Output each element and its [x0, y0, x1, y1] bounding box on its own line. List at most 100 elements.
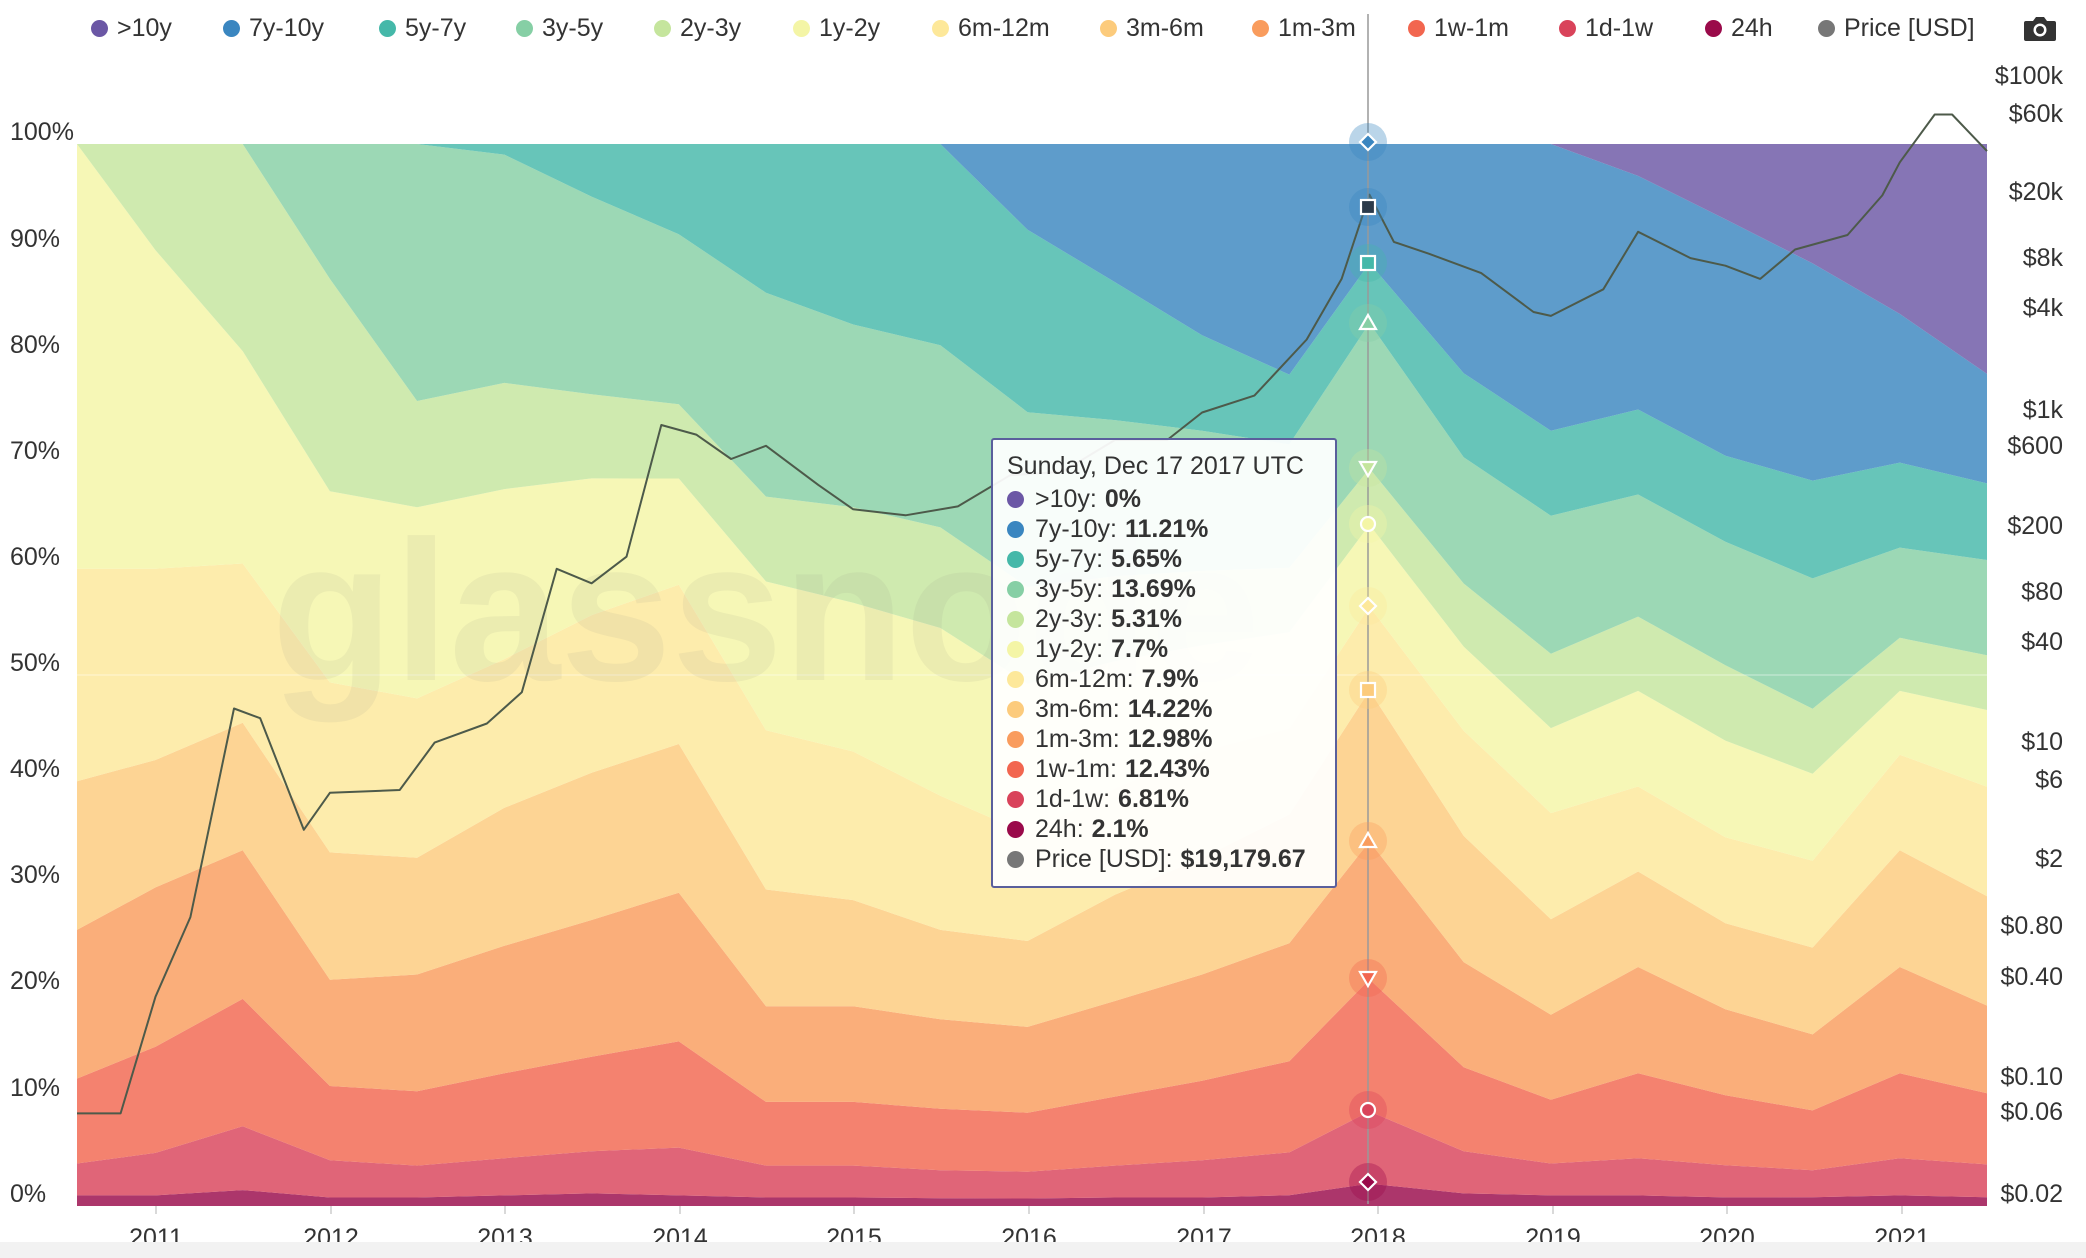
- legend-label: Price [USD]: [1844, 14, 1975, 42]
- hover-marker: [1349, 959, 1387, 997]
- hover-marker: [1349, 1091, 1387, 1129]
- tooltip-dot-icon: [1007, 700, 1024, 718]
- legend-item[interactable]: 1m-3m: [1252, 14, 1356, 43]
- legend-dot-icon: [1408, 20, 1425, 37]
- legend-dot-icon: [1100, 20, 1117, 37]
- legend-dot-icon: [516, 20, 533, 37]
- tooltip-row: 24h: 2.1%: [1007, 814, 1335, 844]
- y-tick-label: 100%: [10, 118, 74, 146]
- price-tick-label: $600: [2007, 432, 2063, 460]
- legend-item[interactable]: >10y: [91, 14, 172, 43]
- tooltip-dot-icon: [1007, 670, 1024, 688]
- legend-dot-icon: [1252, 20, 1269, 37]
- tooltip-dot-icon: [1007, 490, 1024, 508]
- tooltip-row-name: 7y-10y:: [1035, 514, 1117, 543]
- hover-marker: [1349, 449, 1387, 487]
- price-tick-label: $0.80: [2000, 912, 2063, 940]
- legend-item[interactable]: 3m-6m: [1100, 14, 1204, 43]
- legend-item[interactable]: 3y-5y: [516, 14, 603, 43]
- tooltip-row-value: 13.69%: [1111, 574, 1196, 603]
- tooltip-row: 5y-7y: 5.65%: [1007, 544, 1335, 574]
- legend-dot-icon: [91, 20, 108, 37]
- legend-dot-icon: [1818, 20, 1835, 37]
- tooltip-row-value: 7.7%: [1111, 634, 1169, 663]
- y-tick-label: 40%: [10, 755, 60, 783]
- legend-label: 3y-5y: [542, 14, 604, 42]
- tooltip-row-value: 12.98%: [1127, 724, 1213, 753]
- legend-label: 1m-3m: [1278, 14, 1356, 42]
- y-tick-label: 20%: [10, 967, 60, 995]
- legend-item[interactable]: 2y-3y: [654, 14, 741, 43]
- hover-marker: [1349, 1163, 1387, 1201]
- legend-dot-icon: [223, 20, 240, 37]
- y-tick-label: 30%: [10, 861, 60, 889]
- price-tick-label: $4k: [2023, 294, 2064, 322]
- band-6m-12m: [77, 563, 1987, 948]
- price-tick-label: $60k: [2009, 100, 2064, 128]
- legend-label: 7y-10y: [249, 14, 325, 42]
- tooltip-row: 1d-1w: 6.81%: [1007, 784, 1335, 814]
- hover-marker: [1349, 123, 1387, 161]
- legend-item[interactable]: 5y-7y: [379, 14, 466, 43]
- tooltip-row: 1m-3m: 12.98%: [1007, 724, 1335, 754]
- price-tick-label: $8k: [2023, 244, 2064, 272]
- price-tick-label: $0.40: [2000, 963, 2063, 991]
- hover-marker: [1349, 244, 1387, 282]
- tooltip-row: 3y-5y: 13.69%: [1007, 574, 1335, 604]
- tooltip-dot-icon: [1007, 850, 1024, 868]
- tooltip-row-name: 1m-3m:: [1035, 724, 1120, 753]
- tooltip: Sunday, Dec 17 2017 UTC >10y: 0% 7y-10y: 11…: [991, 438, 1337, 888]
- tooltip-row-value: $19,179.67: [1180, 844, 1306, 873]
- y-axis-left: 0% 10% 20% 30% 40% 50% 60% 70% 80% 90% 100%: [10, 118, 74, 1208]
- legend-label: 2y-3y: [680, 14, 742, 42]
- price-tick-label: $0.02: [2000, 1180, 2063, 1208]
- legend-item[interactable]: 6m-12m: [932, 14, 1050, 43]
- tooltip-row: 1w-1m: 12.43%: [1007, 754, 1335, 784]
- y-tick-label: 80%: [10, 331, 60, 359]
- price-tick-label: $200: [2007, 512, 2063, 540]
- y-tick-label: 70%: [10, 437, 60, 465]
- hover-marker: [1349, 188, 1387, 226]
- legend-item[interactable]: 1y-2y: [793, 14, 880, 43]
- legend-dot-icon: [1559, 20, 1576, 37]
- tooltip-row-value: 7.9%: [1141, 664, 1199, 693]
- tooltip-row: 6m-12m: 7.9%: [1007, 664, 1335, 694]
- legend-label: 24h: [1731, 14, 1773, 42]
- legend-item[interactable]: 24h: [1705, 14, 1773, 43]
- hover-marker: [1349, 822, 1387, 860]
- tooltip-row-value: 6.81%: [1118, 784, 1189, 813]
- legend-label: >10y: [117, 14, 172, 42]
- tooltip-dot-icon: [1007, 610, 1024, 628]
- tooltip-row-name: 3y-5y:: [1035, 574, 1104, 603]
- tooltip-row-value: 12.43%: [1124, 754, 1210, 783]
- tooltip-row-value: 2.1%: [1091, 814, 1149, 843]
- tooltip-dot-icon: [1007, 820, 1024, 838]
- tooltip-row-name: 24h:: [1035, 814, 1084, 843]
- legend-dot-icon: [379, 20, 396, 37]
- band-24h: [77, 1183, 1987, 1206]
- hover-markers-layer: [1349, 123, 1387, 1201]
- band-1d-1w: [77, 1111, 1987, 1199]
- legend-item[interactable]: 7y-10y: [223, 14, 324, 43]
- legend-item[interactable]: Price [USD]: [1818, 14, 1975, 43]
- price-tick-label: $0.10: [2000, 1063, 2063, 1091]
- y-axis-right: $0.02 $0.06 $0.10 $0.40 $0.80 $2 $6 $10 $40 $80 $2…: [1995, 62, 2064, 1208]
- tooltip-row-name: 1y-2y:: [1035, 634, 1104, 663]
- band-5y-7y: [77, 144, 1987, 579]
- price-tick-label: $20k: [2009, 178, 2064, 206]
- tooltip-dot-icon: [1007, 760, 1024, 778]
- tooltip-row-value: 5.65%: [1111, 544, 1182, 573]
- legend-label: 6m-12m: [958, 14, 1050, 42]
- legend-item[interactable]: 1d-1w: [1559, 14, 1653, 43]
- price-tick-label: $40: [2021, 628, 2063, 656]
- camera-button[interactable]: [2022, 14, 2058, 44]
- price-tick-label: $80: [2021, 578, 2063, 606]
- y-tick-label: 10%: [10, 1074, 60, 1102]
- band--10y: [77, 144, 1987, 374]
- tooltip-dot-icon: [1007, 550, 1024, 568]
- bottom-scrollbar-area: [0, 1242, 2086, 1258]
- tooltip-row-value: 5.31%: [1111, 604, 1182, 633]
- legend-item[interactable]: 1w-1m: [1408, 14, 1509, 43]
- tooltip-row-value: 0%: [1104, 484, 1141, 513]
